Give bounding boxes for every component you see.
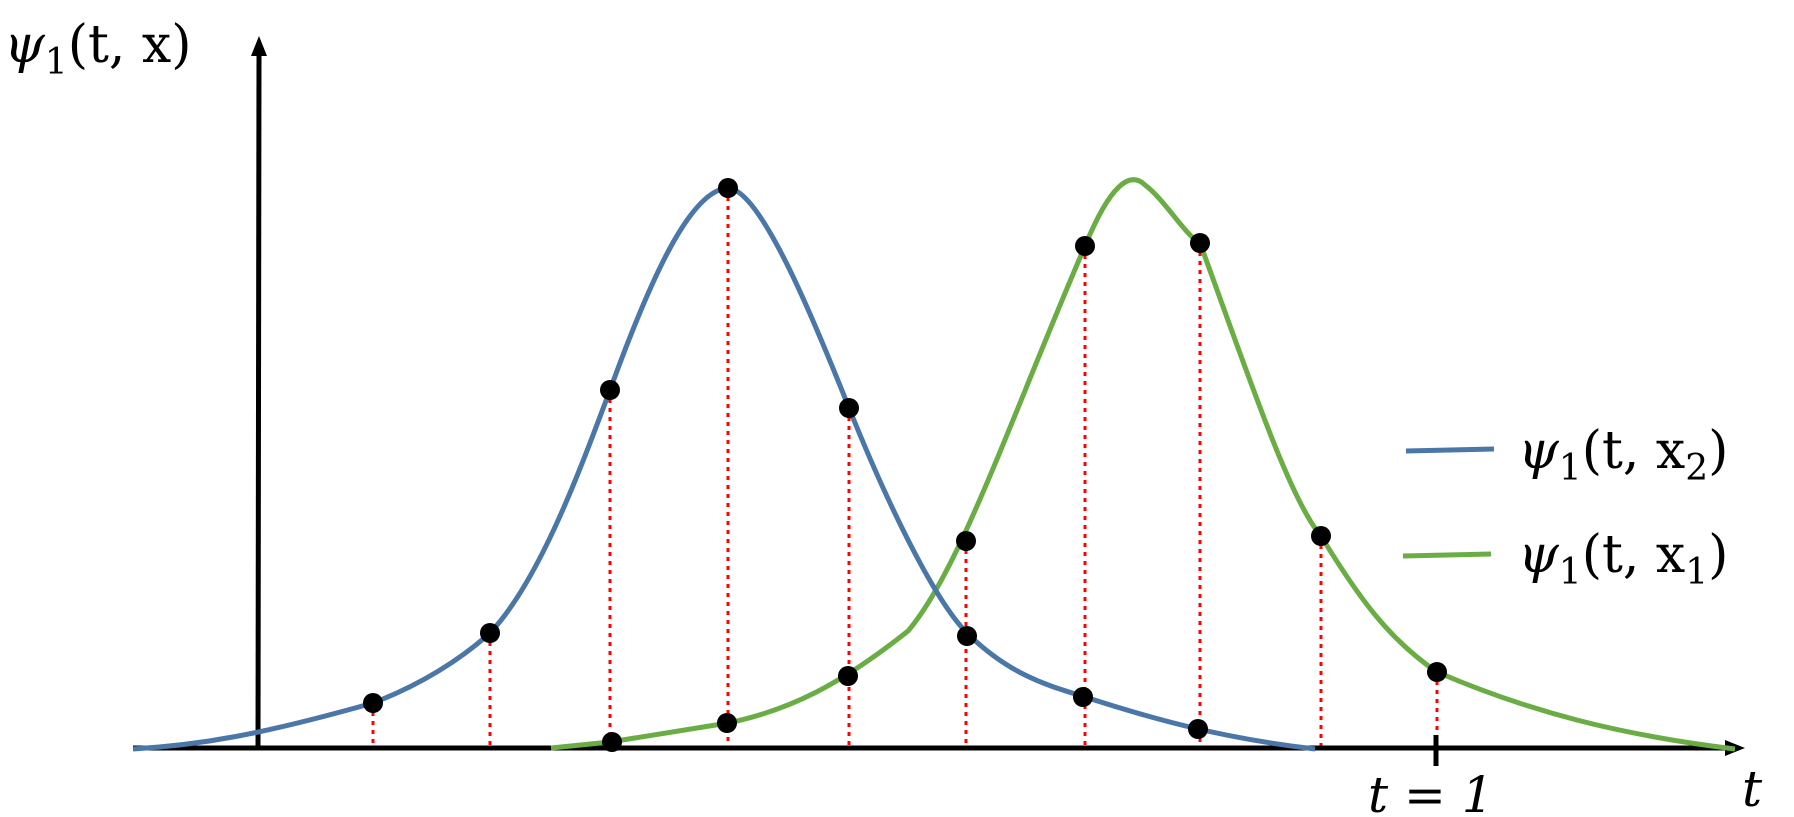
y-axis-label-sub: 1 [45, 42, 68, 83]
sample-point [1188, 719, 1208, 739]
sample-point [1311, 526, 1331, 546]
tick-label-t1: t = 1 [1368, 766, 1494, 817]
y-axis-arrowhead [251, 36, 267, 56]
sample-point [956, 531, 976, 551]
sample-lines [371, 188, 1439, 748]
sample-point [363, 693, 383, 713]
sample-point [1190, 233, 1210, 253]
sample-point [600, 380, 620, 400]
y-axis [255, 53, 262, 751]
sample-point [1075, 236, 1095, 256]
y-axis-label-psi: ψ [4, 15, 46, 75]
y-axis-label: ψ1(t, x) [4, 15, 192, 83]
sample-points [363, 178, 1447, 752]
sample-point [602, 732, 622, 752]
sample-point [480, 623, 500, 643]
y-axis-label-args: (t, x) [68, 15, 192, 75]
x-axis-label: t [1742, 760, 1763, 817]
sample-point [957, 626, 977, 646]
sample-point [717, 713, 737, 733]
sample-point [1427, 662, 1447, 682]
blue-curve [132, 185, 1316, 752]
legend-swatch-green [1402, 551, 1492, 559]
legend-label-x2: ψ1(t, x2) [1518, 421, 1728, 489]
sample-point [1073, 687, 1093, 707]
sample-point [838, 666, 858, 686]
legend: ψ1(t, x2) ψ1(t, x1) [1402, 421, 1728, 593]
sample-point [718, 178, 738, 198]
legend-swatch-blue [1405, 446, 1495, 454]
legend-label-x1: ψ1(t, x1) [1518, 525, 1728, 593]
sample-point [839, 398, 859, 418]
